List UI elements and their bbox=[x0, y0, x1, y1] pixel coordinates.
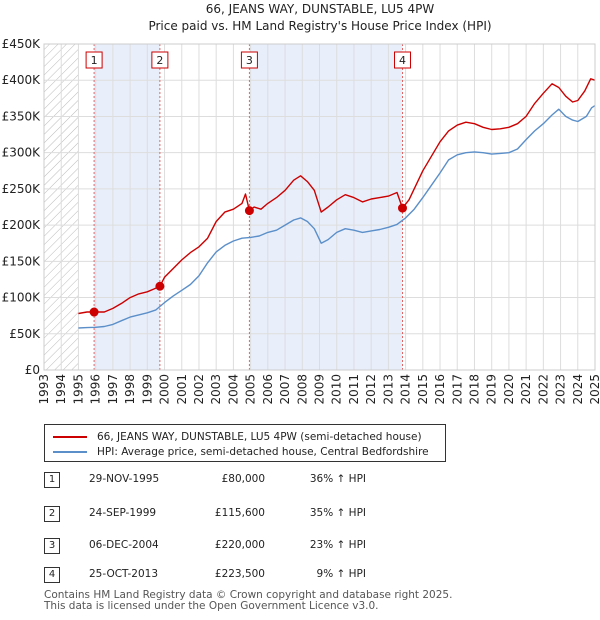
x-tick-label: 2008 bbox=[295, 374, 309, 405]
y-tick-label: £350K bbox=[2, 109, 42, 123]
shaded-period bbox=[249, 44, 403, 370]
x-tick-label: 1997 bbox=[106, 374, 120, 405]
sale-hpi-change: 35% ↑ HPI bbox=[309, 507, 366, 519]
x-tick-label: 2005 bbox=[244, 374, 258, 405]
legend-swatch-hpi bbox=[53, 451, 87, 453]
x-tick-label: 2006 bbox=[261, 374, 275, 405]
x-tick-label: 2003 bbox=[209, 374, 223, 405]
sale-price: £115,600 bbox=[214, 507, 265, 519]
x-tick-label: 1995 bbox=[71, 374, 85, 405]
sale-hpi-change: 36% ↑ HPI bbox=[309, 473, 366, 485]
y-tick-label: £100K bbox=[2, 291, 42, 305]
chart-legend: 66, JEANS WAY, DUNSTABLE, LU5 4PW (semi-… bbox=[44, 424, 446, 462]
x-tick-label: 2025 bbox=[588, 374, 600, 405]
y-tick-label: £400K bbox=[2, 73, 42, 87]
x-tick-label: 2013 bbox=[381, 374, 395, 405]
x-tick-label: 2010 bbox=[330, 374, 344, 405]
sale-marker-badge: 4 bbox=[44, 567, 60, 583]
footer-attribution: Contains HM Land Registry data © Crown c… bbox=[44, 590, 452, 612]
x-tick-label: 2007 bbox=[278, 374, 292, 405]
legend-swatch-property bbox=[53, 436, 87, 438]
sale-marker-badge: 3 bbox=[44, 538, 60, 554]
x-tick-label: 2002 bbox=[192, 374, 206, 405]
sale-point bbox=[244, 206, 254, 216]
sale-number-box bbox=[85, 51, 103, 69]
sale-point bbox=[155, 281, 165, 291]
x-tick-label: 1993 bbox=[37, 374, 51, 405]
sale-point bbox=[397, 203, 407, 213]
y-tick-label: £50K bbox=[9, 327, 41, 341]
x-tick-label: 1999 bbox=[140, 374, 154, 405]
y-tick-label: £250K bbox=[2, 182, 42, 196]
x-tick-label: 2004 bbox=[226, 374, 240, 405]
sale-row: 2 24-SEP-1999 £115,600 35% ↑ HPI bbox=[44, 506, 444, 524]
sale-hpi-change: 23% ↑ HPI bbox=[309, 539, 366, 551]
x-tick-label: 2024 bbox=[571, 374, 585, 405]
sale-row: 1 29-NOV-1995 £80,000 36% ↑ HPI bbox=[44, 472, 444, 490]
sale-date: 24-SEP-1999 bbox=[89, 507, 157, 519]
x-tick-label: 2014 bbox=[399, 374, 413, 405]
x-tick-label: 2019 bbox=[485, 374, 499, 405]
x-tick-label: 2022 bbox=[536, 374, 550, 405]
footer-line-licence: This data is licensed under the Open Gov… bbox=[44, 600, 379, 612]
property-series-line bbox=[78, 78, 595, 315]
sale-date: 25-OCT-2013 bbox=[89, 568, 158, 580]
x-tick-label: 2021 bbox=[519, 374, 533, 405]
y-tick-label: £0 bbox=[25, 363, 40, 377]
sale-row: 3 06-DEC-2004 £220,000 23% ↑ HPI bbox=[44, 538, 444, 556]
legend-label-property: 66, JEANS WAY, DUNSTABLE, LU5 4PW (semi-… bbox=[97, 431, 422, 443]
x-tick-label: 2023 bbox=[554, 374, 568, 405]
x-tick-label: 2018 bbox=[467, 374, 481, 405]
x-tick-label: 2017 bbox=[450, 374, 464, 405]
sale-number-label: 3 bbox=[246, 54, 253, 67]
sale-point bbox=[89, 307, 99, 317]
x-tick-label: 2001 bbox=[175, 374, 189, 405]
y-tick-label: £300K bbox=[2, 146, 42, 160]
x-tick-label: 2000 bbox=[158, 374, 172, 405]
x-tick-label: 2009 bbox=[313, 374, 327, 405]
x-tick-label: 2016 bbox=[433, 374, 447, 405]
sale-number-box bbox=[240, 51, 258, 69]
sale-number-box bbox=[151, 51, 169, 69]
sale-number-box bbox=[393, 51, 411, 69]
shaded-period bbox=[94, 44, 160, 370]
price-chart: 66, JEANS WAY, DUNSTABLE, LU5 4PW Price … bbox=[2, 2, 600, 405]
x-tick-label: 2015 bbox=[416, 374, 430, 405]
sale-number-label: 1 bbox=[91, 54, 98, 67]
x-tick-label: 2011 bbox=[347, 374, 361, 405]
sale-marker-badge: 1 bbox=[44, 472, 60, 488]
x-tick-label: 1998 bbox=[123, 374, 137, 405]
footer-line-copyright: Contains HM Land Registry data © Crown c… bbox=[44, 589, 453, 601]
legend-item-property: 66, JEANS WAY, DUNSTABLE, LU5 4PW (semi-… bbox=[53, 429, 422, 445]
chart-title: 66, JEANS WAY, DUNSTABLE, LU5 4PW bbox=[206, 2, 435, 16]
y-tick-label: £200K bbox=[2, 218, 42, 232]
sale-price: £80,000 bbox=[221, 473, 265, 485]
sale-number-label: 2 bbox=[156, 54, 163, 67]
sale-hpi-change: 9% ↑ HPI bbox=[316, 568, 366, 580]
plot-border bbox=[43, 43, 596, 371]
sale-price: £220,000 bbox=[214, 539, 265, 551]
y-tick-label: £150K bbox=[2, 254, 42, 268]
x-tick-label: 1996 bbox=[89, 374, 103, 405]
x-tick-label: 2012 bbox=[364, 374, 378, 405]
hpi-series-line bbox=[78, 105, 595, 329]
sale-date: 29-NOV-1995 bbox=[89, 473, 160, 485]
sale-row: 4 25-OCT-2013 £223,500 9% ↑ HPI bbox=[44, 567, 444, 585]
x-tick-label: 2020 bbox=[502, 374, 516, 405]
legend-label-hpi: HPI: Average price, semi-detached house,… bbox=[97, 446, 429, 458]
y-tick-label: £450K bbox=[2, 37, 42, 51]
sale-price: £223,500 bbox=[214, 568, 265, 580]
sale-marker-badge: 2 bbox=[44, 506, 60, 522]
chart-subtitle: Price paid vs. HM Land Registry's House … bbox=[148, 19, 491, 33]
x-tick-label: 1994 bbox=[54, 374, 68, 405]
legend-item-hpi: HPI: Average price, semi-detached house,… bbox=[53, 444, 429, 460]
sale-number-label: 4 bbox=[399, 54, 406, 67]
sale-date: 06-DEC-2004 bbox=[89, 539, 159, 551]
